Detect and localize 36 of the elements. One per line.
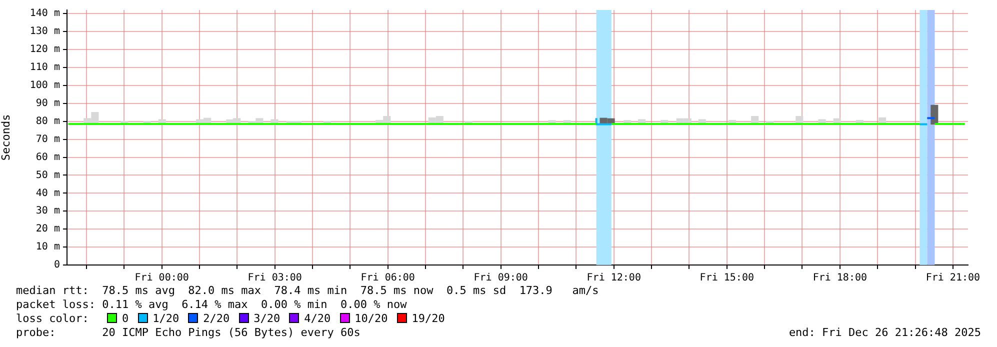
y-tick-label: 100 m	[30, 80, 60, 92]
y-tick-label: 0	[54, 260, 60, 271]
legend-label: 2/20	[203, 312, 230, 325]
y-tick-label: 120 m	[30, 44, 60, 56]
y-tick-label: 140 m	[30, 8, 60, 20]
y-tick-label: 40 m	[36, 188, 60, 199]
text: end: Fri Dec 26 21:26:48 2025	[788, 326, 981, 340]
x-tick-label: Fri 03:00	[248, 272, 302, 284]
y-tick-label: 20 m	[36, 224, 60, 235]
legend-label: 19/20	[412, 312, 445, 325]
x-tick-label: Fri 06:00	[360, 272, 415, 284]
x-tick-label: Fri 18:00	[812, 272, 868, 284]
legend-label: 10/20	[354, 312, 388, 325]
y-tick-label: 30 m	[36, 206, 60, 217]
y-tick-label: 70 m	[36, 134, 60, 145]
y-axis-title: Seconds	[0, 114, 12, 161]
legend-label: 0	[122, 312, 129, 325]
text: median rtt: 78.5 ms avg 82.0 ms max 78.4 ms min 78.5 ms now 0.5 ms sd 173.9 am/s	[16, 284, 599, 298]
y-tick-label: 130 m	[30, 26, 60, 38]
legend-label: 1/20	[152, 312, 180, 325]
text: packet loss: 0.11 % avg 6.14 % max 0.00 % min 0.00 % now	[16, 298, 407, 312]
y-tick-label: 60 m	[36, 152, 60, 163]
x-tick-label: Fri 00:00	[134, 272, 189, 284]
legend-label: 4/20	[304, 312, 331, 325]
x-tick-label: Fri 15:00	[700, 272, 754, 284]
y-tick-label: 110 m	[30, 62, 60, 74]
y-tick-label: 50 m	[36, 170, 60, 181]
legend-title: loss color:	[16, 312, 90, 326]
y-tick-label: 10 m	[36, 242, 60, 253]
text: probe: 20 ICMP Echo Pings (56 Bytes) every 60s	[16, 326, 360, 340]
y-tick-label: 90 m	[36, 98, 60, 109]
x-tick-label: Fri 12:00	[586, 272, 641, 284]
x-tick-label: Fri 21:00	[926, 272, 980, 284]
x-tick-label: Fri 09:00	[474, 272, 528, 284]
y-tick-label: 80 m	[36, 116, 60, 127]
legend-label: 3/20	[254, 312, 280, 325]
